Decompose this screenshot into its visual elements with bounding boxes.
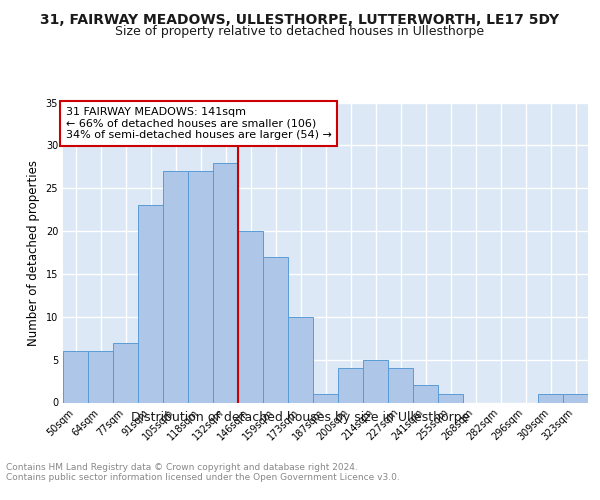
Bar xyxy=(238,231,263,402)
Bar xyxy=(113,342,138,402)
Text: Size of property relative to detached houses in Ullesthorpe: Size of property relative to detached ho… xyxy=(115,25,485,38)
Bar xyxy=(388,368,413,402)
Bar xyxy=(438,394,463,402)
Bar xyxy=(413,386,438,402)
Bar xyxy=(63,351,88,403)
Bar xyxy=(538,394,563,402)
Bar xyxy=(263,257,288,402)
Bar xyxy=(188,171,213,402)
Bar xyxy=(563,394,588,402)
Text: Distribution of detached houses by size in Ullesthorpe: Distribution of detached houses by size … xyxy=(131,411,469,424)
Bar xyxy=(163,171,188,402)
Y-axis label: Number of detached properties: Number of detached properties xyxy=(27,160,40,346)
Bar xyxy=(313,394,338,402)
Bar xyxy=(288,317,313,402)
Text: 31 FAIRWAY MEADOWS: 141sqm
← 66% of detached houses are smaller (106)
34% of sem: 31 FAIRWAY MEADOWS: 141sqm ← 66% of deta… xyxy=(65,107,331,140)
Bar xyxy=(213,162,238,402)
Bar xyxy=(338,368,363,402)
Bar xyxy=(138,206,163,402)
Text: 31, FAIRWAY MEADOWS, ULLESTHORPE, LUTTERWORTH, LE17 5DY: 31, FAIRWAY MEADOWS, ULLESTHORPE, LUTTER… xyxy=(40,12,560,26)
Bar xyxy=(363,360,388,403)
Text: Contains HM Land Registry data © Crown copyright and database right 2024.
Contai: Contains HM Land Registry data © Crown c… xyxy=(6,462,400,482)
Bar xyxy=(88,351,113,403)
